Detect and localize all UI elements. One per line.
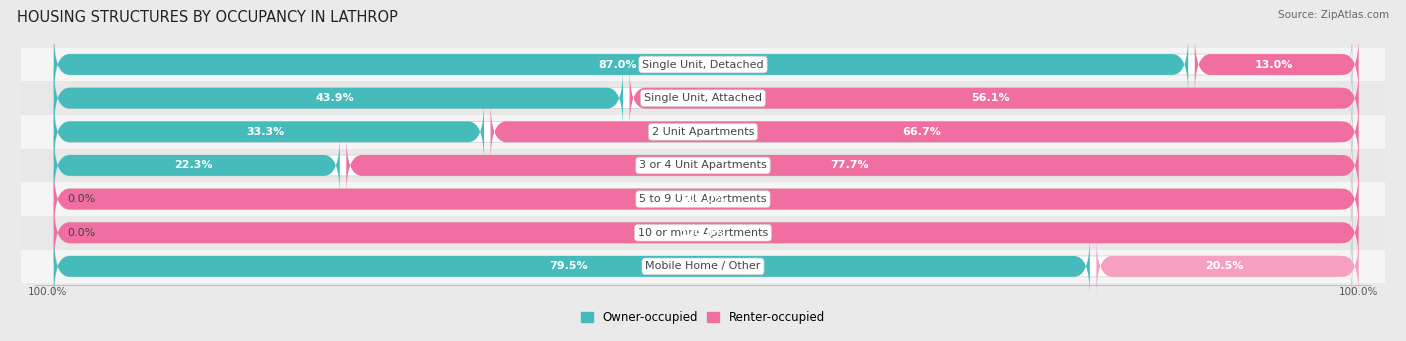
FancyBboxPatch shape [53,236,1090,296]
Bar [21,48,1385,81]
FancyBboxPatch shape [53,102,484,162]
Text: 100.0%: 100.0% [1339,287,1378,297]
FancyBboxPatch shape [491,102,1358,162]
Text: 0.0%: 0.0% [67,194,96,204]
FancyBboxPatch shape [53,203,1358,263]
Text: 56.1%: 56.1% [972,93,1010,103]
FancyBboxPatch shape [53,68,623,128]
Text: 100.0%: 100.0% [28,287,67,297]
Bar [21,216,1385,250]
Text: 43.9%: 43.9% [316,93,354,103]
Bar [21,149,1385,182]
Text: 87.0%: 87.0% [599,60,637,70]
Text: 22.3%: 22.3% [174,161,212,170]
Bar [21,250,1385,283]
Legend: Owner-occupied, Renter-occupied: Owner-occupied, Renter-occupied [576,306,830,329]
FancyBboxPatch shape [53,169,1358,229]
Text: 3 or 4 Unit Apartments: 3 or 4 Unit Apartments [640,161,766,170]
Text: 5 to 9 Unit Apartments: 5 to 9 Unit Apartments [640,194,766,204]
FancyBboxPatch shape [1195,34,1358,94]
FancyBboxPatch shape [53,68,1353,128]
Text: Single Unit, Detached: Single Unit, Detached [643,60,763,70]
FancyBboxPatch shape [53,135,340,195]
Text: Mobile Home / Other: Mobile Home / Other [645,262,761,271]
Text: 77.7%: 77.7% [830,161,869,170]
Bar [21,115,1385,149]
Text: Single Unit, Attached: Single Unit, Attached [644,93,762,103]
Text: 100.0%: 100.0% [681,228,725,238]
FancyBboxPatch shape [53,169,1353,229]
Text: 79.5%: 79.5% [550,262,588,271]
Text: HOUSING STRUCTURES BY OCCUPANCY IN LATHROP: HOUSING STRUCTURES BY OCCUPANCY IN LATHR… [17,10,398,25]
Bar [21,81,1385,115]
FancyBboxPatch shape [1097,236,1358,296]
Text: 0.0%: 0.0% [67,228,96,238]
Text: 33.3%: 33.3% [246,127,285,137]
FancyBboxPatch shape [53,102,1353,162]
Text: 13.0%: 13.0% [1254,60,1292,70]
Bar [21,182,1385,216]
Text: 100.0%: 100.0% [681,194,725,204]
FancyBboxPatch shape [53,34,1188,94]
FancyBboxPatch shape [53,34,1353,94]
Text: 20.5%: 20.5% [1205,262,1243,271]
FancyBboxPatch shape [53,135,1353,195]
FancyBboxPatch shape [53,236,1353,296]
Text: 10 or more Apartments: 10 or more Apartments [638,228,768,238]
Text: Source: ZipAtlas.com: Source: ZipAtlas.com [1278,10,1389,20]
Text: 2 Unit Apartments: 2 Unit Apartments [652,127,754,137]
FancyBboxPatch shape [53,203,1353,263]
Text: 66.7%: 66.7% [901,127,941,137]
FancyBboxPatch shape [630,68,1358,128]
FancyBboxPatch shape [346,135,1358,195]
